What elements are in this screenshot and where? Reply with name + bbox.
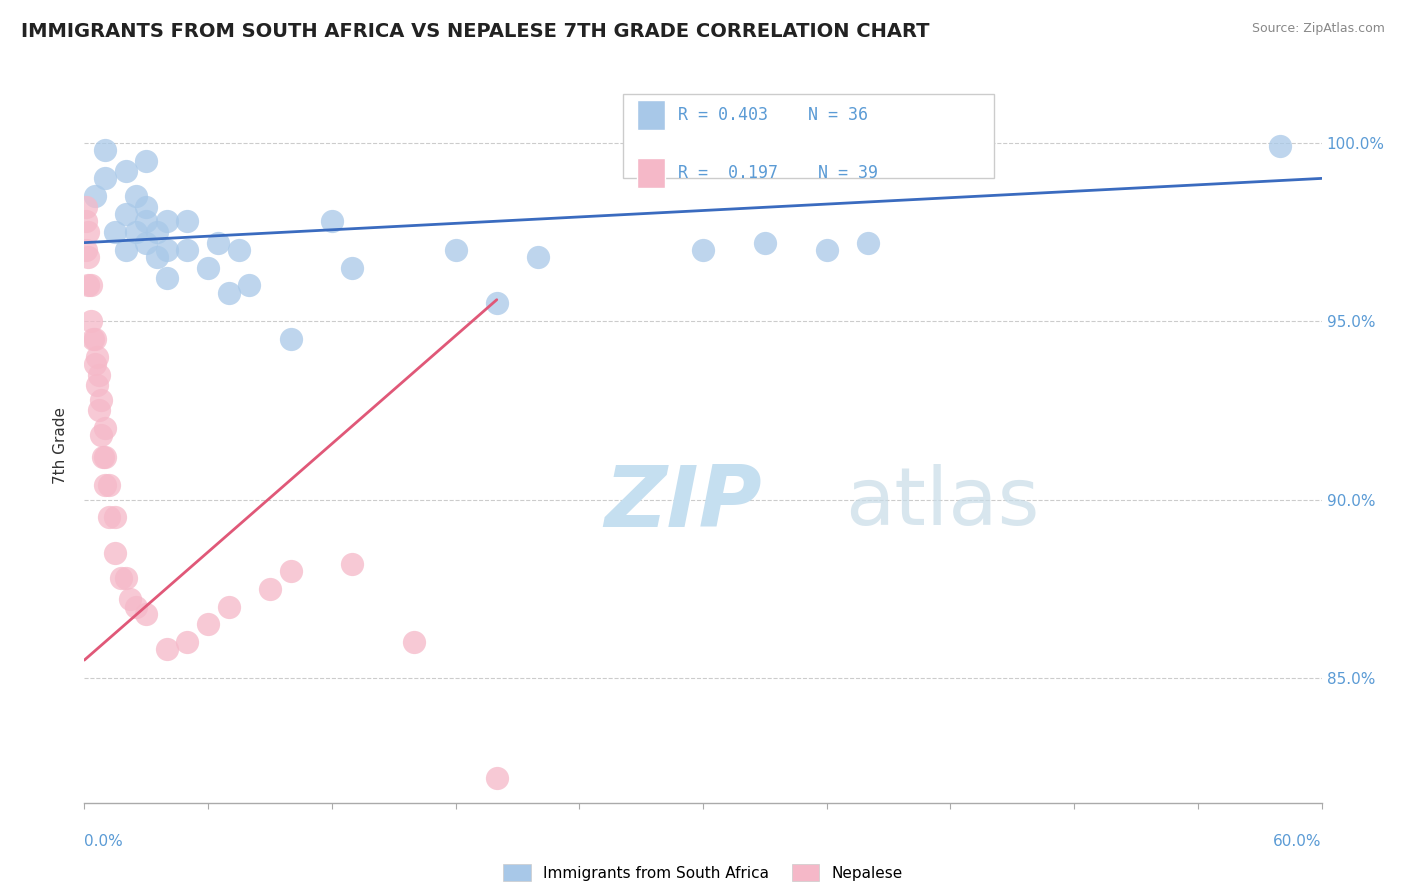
- Point: [321, 214, 343, 228]
- Text: 60.0%: 60.0%: [1274, 834, 1322, 849]
- Point: [79, 278, 101, 293]
- Point: [98, 478, 121, 492]
- Point: [527, 250, 550, 264]
- Point: [114, 571, 136, 585]
- Point: [404, 635, 426, 649]
- Point: [207, 235, 229, 250]
- Point: [77, 225, 100, 239]
- Point: [197, 617, 219, 632]
- Point: [135, 200, 157, 214]
- Point: [75, 200, 97, 214]
- Bar: [637, 159, 665, 188]
- Point: [1270, 139, 1292, 153]
- Point: [118, 592, 141, 607]
- Point: [83, 357, 105, 371]
- Point: [156, 271, 179, 285]
- Point: [94, 171, 117, 186]
- Text: ZIP: ZIP: [605, 461, 762, 545]
- Point: [485, 771, 508, 785]
- Point: [114, 164, 136, 178]
- Point: [86, 350, 108, 364]
- Point: [98, 510, 121, 524]
- Point: [156, 243, 179, 257]
- Point: [754, 235, 776, 250]
- Point: [94, 478, 117, 492]
- Point: [125, 225, 148, 239]
- Point: [94, 143, 117, 157]
- Point: [77, 250, 100, 264]
- Point: [83, 189, 105, 203]
- Text: Source: ZipAtlas.com: Source: ZipAtlas.com: [1251, 22, 1385, 36]
- Point: [176, 214, 198, 228]
- Point: [815, 243, 838, 257]
- Point: [280, 332, 302, 346]
- Point: [856, 235, 879, 250]
- Point: [114, 243, 136, 257]
- Point: [91, 450, 114, 464]
- Point: [79, 314, 101, 328]
- Point: [104, 225, 127, 239]
- Point: [444, 243, 467, 257]
- Text: atlas: atlas: [845, 464, 1039, 542]
- Point: [342, 260, 364, 275]
- Point: [75, 214, 97, 228]
- Point: [94, 450, 117, 464]
- Point: [228, 243, 250, 257]
- Bar: [637, 100, 665, 130]
- Point: [280, 564, 302, 578]
- Point: [197, 260, 219, 275]
- Point: [75, 243, 97, 257]
- Point: [145, 225, 167, 239]
- Point: [135, 214, 157, 228]
- Point: [156, 642, 179, 657]
- Text: R =  0.197    N = 39: R = 0.197 N = 39: [678, 164, 879, 182]
- Point: [135, 153, 157, 168]
- Point: [259, 582, 281, 596]
- Y-axis label: 7th Grade: 7th Grade: [53, 408, 69, 484]
- Text: R = 0.403    N = 36: R = 0.403 N = 36: [678, 105, 869, 124]
- Point: [104, 546, 127, 560]
- Point: [176, 243, 198, 257]
- Legend: Immigrants from South Africa, Nepalese: Immigrants from South Africa, Nepalese: [498, 858, 908, 888]
- Text: 0.0%: 0.0%: [84, 834, 124, 849]
- Point: [83, 332, 105, 346]
- Point: [125, 189, 148, 203]
- Point: [238, 278, 260, 293]
- Point: [145, 250, 167, 264]
- Text: IMMIGRANTS FROM SOUTH AFRICA VS NEPALESE 7TH GRADE CORRELATION CHART: IMMIGRANTS FROM SOUTH AFRICA VS NEPALESE…: [21, 22, 929, 41]
- Point: [77, 278, 100, 293]
- Point: [156, 214, 179, 228]
- Point: [86, 378, 108, 392]
- Point: [87, 368, 110, 382]
- Point: [135, 235, 157, 250]
- Point: [94, 421, 117, 435]
- Point: [87, 403, 110, 417]
- FancyBboxPatch shape: [623, 95, 994, 178]
- Point: [218, 599, 240, 614]
- Point: [114, 207, 136, 221]
- Point: [485, 296, 508, 310]
- Point: [104, 510, 127, 524]
- Point: [135, 607, 157, 621]
- Point: [218, 285, 240, 300]
- Point: [125, 599, 148, 614]
- Point: [176, 635, 198, 649]
- Point: [90, 392, 112, 407]
- Point: [82, 332, 104, 346]
- Point: [90, 428, 112, 442]
- Point: [342, 557, 364, 571]
- Point: [110, 571, 132, 585]
- Point: [692, 243, 714, 257]
